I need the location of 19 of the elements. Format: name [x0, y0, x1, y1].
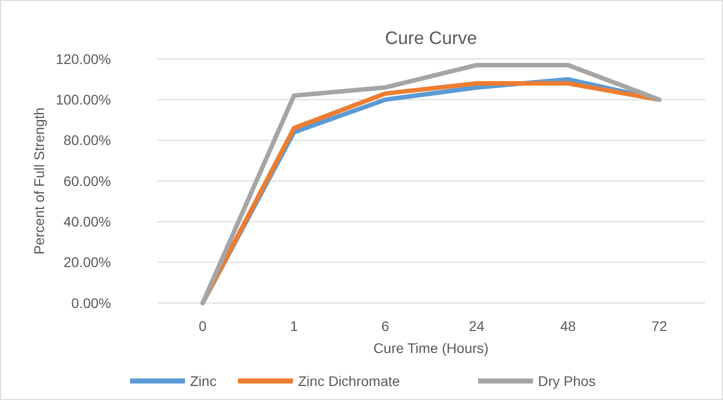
y-tick-label: 60.00%	[64, 172, 111, 189]
x-tick-label: 1	[290, 318, 298, 334]
legend-label: Zinc Dichromate	[298, 372, 400, 389]
legend-label: Zinc	[190, 372, 216, 389]
y-tick-label: 100.00%	[56, 92, 111, 108]
x-tick-label: 72	[652, 318, 668, 334]
x-tick-label: 6	[381, 318, 390, 334]
x-tick-label: 24	[468, 318, 485, 334]
y-tick-label: 40.00%	[64, 214, 111, 230]
chart-title: Cure Curve	[384, 28, 478, 48]
y-tick-label: 0.00%	[71, 294, 111, 311]
x-tick-label: 0	[198, 318, 207, 334]
legend-label: Dry Phos	[538, 372, 596, 389]
x-axis-title: Cure Time (Hours)	[373, 340, 489, 356]
y-tick-label: 80.00%	[64, 132, 111, 148]
x-tick-label: 48	[560, 318, 576, 334]
y-tick-label: 120.00%	[56, 50, 111, 67]
y-tick-label: 20.00%	[64, 254, 111, 270]
y-axis-title: Percent of Full Strength	[31, 107, 47, 255]
